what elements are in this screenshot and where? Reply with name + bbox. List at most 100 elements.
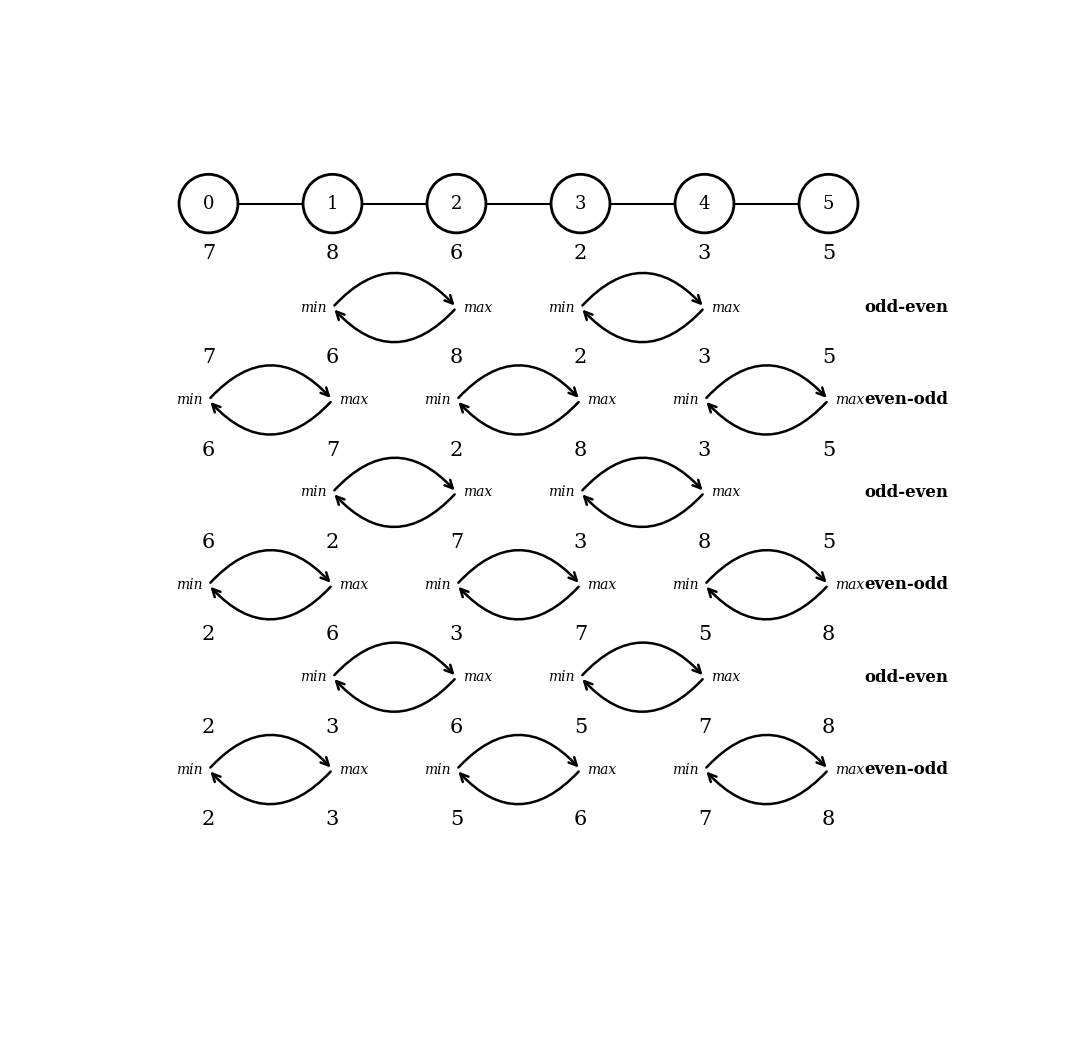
Text: min: min bbox=[176, 578, 202, 592]
FancyArrowPatch shape bbox=[459, 365, 576, 398]
Text: 2: 2 bbox=[202, 717, 215, 736]
FancyArrowPatch shape bbox=[334, 642, 453, 675]
FancyArrowPatch shape bbox=[707, 365, 824, 398]
Text: max: max bbox=[463, 301, 492, 314]
FancyArrowPatch shape bbox=[459, 735, 576, 767]
FancyArrowPatch shape bbox=[708, 771, 827, 804]
Text: max: max bbox=[711, 301, 740, 314]
Text: 5: 5 bbox=[450, 810, 463, 829]
Text: 3: 3 bbox=[698, 441, 711, 460]
Text: odd-even: odd-even bbox=[864, 299, 948, 316]
FancyArrowPatch shape bbox=[585, 495, 702, 526]
Text: 6: 6 bbox=[326, 626, 339, 645]
Text: 3: 3 bbox=[326, 717, 339, 736]
FancyArrowPatch shape bbox=[337, 309, 454, 342]
Text: 7: 7 bbox=[698, 717, 711, 736]
Text: 6: 6 bbox=[202, 533, 215, 552]
Text: 3: 3 bbox=[450, 626, 463, 645]
FancyArrowPatch shape bbox=[707, 550, 824, 582]
Text: even-odd: even-odd bbox=[864, 761, 948, 778]
Text: 0: 0 bbox=[203, 194, 215, 213]
Text: 2: 2 bbox=[574, 348, 587, 367]
Text: even-odd: even-odd bbox=[864, 391, 948, 408]
Text: 6: 6 bbox=[450, 244, 463, 263]
Text: max: max bbox=[339, 763, 368, 776]
Text: min: min bbox=[548, 670, 574, 684]
FancyArrowPatch shape bbox=[461, 402, 578, 435]
Text: max: max bbox=[835, 392, 864, 407]
Text: max: max bbox=[711, 670, 740, 684]
Text: 7: 7 bbox=[202, 348, 215, 367]
Text: min: min bbox=[672, 392, 698, 407]
FancyArrowPatch shape bbox=[213, 771, 330, 804]
Text: 8: 8 bbox=[450, 348, 463, 367]
FancyArrowPatch shape bbox=[461, 771, 578, 804]
Text: max: max bbox=[711, 485, 740, 499]
FancyArrowPatch shape bbox=[583, 642, 700, 675]
Text: min: min bbox=[300, 485, 326, 499]
Text: 7: 7 bbox=[450, 533, 463, 552]
Text: 7: 7 bbox=[326, 441, 339, 460]
Text: 5: 5 bbox=[822, 348, 835, 367]
Text: odd-even: odd-even bbox=[864, 669, 948, 686]
FancyArrowPatch shape bbox=[334, 458, 453, 491]
Text: min: min bbox=[424, 392, 450, 407]
FancyArrowPatch shape bbox=[583, 458, 700, 491]
Text: max: max bbox=[587, 763, 616, 776]
Circle shape bbox=[179, 174, 238, 233]
Text: 8: 8 bbox=[326, 244, 339, 263]
Text: 3: 3 bbox=[326, 810, 339, 829]
Text: 2: 2 bbox=[202, 626, 215, 645]
Text: 6: 6 bbox=[326, 348, 339, 367]
FancyArrowPatch shape bbox=[337, 495, 454, 526]
Text: 4: 4 bbox=[699, 194, 710, 213]
Text: max: max bbox=[339, 578, 368, 592]
FancyArrowPatch shape bbox=[213, 587, 330, 619]
Text: min: min bbox=[424, 578, 450, 592]
Text: 2: 2 bbox=[574, 244, 587, 263]
Text: min: min bbox=[672, 578, 698, 592]
Text: 2: 2 bbox=[450, 441, 463, 460]
Text: 8: 8 bbox=[822, 626, 835, 645]
Circle shape bbox=[800, 174, 858, 233]
Text: 3: 3 bbox=[698, 244, 711, 263]
Text: 7: 7 bbox=[698, 810, 711, 829]
Text: 2: 2 bbox=[451, 194, 462, 213]
FancyArrowPatch shape bbox=[210, 550, 329, 582]
Text: min: min bbox=[300, 301, 326, 314]
Text: 6: 6 bbox=[202, 441, 215, 460]
Text: odd-even: odd-even bbox=[864, 484, 948, 501]
FancyArrowPatch shape bbox=[585, 309, 702, 342]
Text: max: max bbox=[463, 485, 492, 499]
Text: 2: 2 bbox=[326, 533, 339, 552]
Text: 3: 3 bbox=[698, 348, 711, 367]
Text: 3: 3 bbox=[574, 533, 587, 552]
Text: 6: 6 bbox=[450, 717, 463, 736]
FancyArrowPatch shape bbox=[210, 365, 329, 398]
FancyArrowPatch shape bbox=[210, 735, 329, 767]
Text: even-odd: even-odd bbox=[864, 576, 948, 593]
Text: max: max bbox=[339, 392, 368, 407]
Text: min: min bbox=[424, 763, 450, 776]
Text: min: min bbox=[672, 763, 698, 776]
FancyArrowPatch shape bbox=[708, 587, 827, 619]
FancyArrowPatch shape bbox=[213, 402, 330, 435]
Text: min: min bbox=[300, 670, 326, 684]
Text: 8: 8 bbox=[698, 533, 711, 552]
Text: max: max bbox=[835, 578, 864, 592]
Text: 6: 6 bbox=[574, 810, 587, 829]
Text: min: min bbox=[176, 392, 202, 407]
Text: 8: 8 bbox=[822, 810, 835, 829]
FancyArrowPatch shape bbox=[337, 679, 454, 712]
Text: max: max bbox=[587, 392, 616, 407]
Text: max: max bbox=[463, 670, 492, 684]
Circle shape bbox=[427, 174, 486, 233]
Text: 5: 5 bbox=[698, 626, 711, 645]
Text: min: min bbox=[176, 763, 202, 776]
FancyArrowPatch shape bbox=[334, 273, 453, 306]
FancyArrowPatch shape bbox=[459, 550, 576, 582]
Circle shape bbox=[303, 174, 361, 233]
Text: 5: 5 bbox=[822, 533, 835, 552]
FancyArrowPatch shape bbox=[585, 679, 702, 712]
Text: 5: 5 bbox=[574, 717, 587, 736]
